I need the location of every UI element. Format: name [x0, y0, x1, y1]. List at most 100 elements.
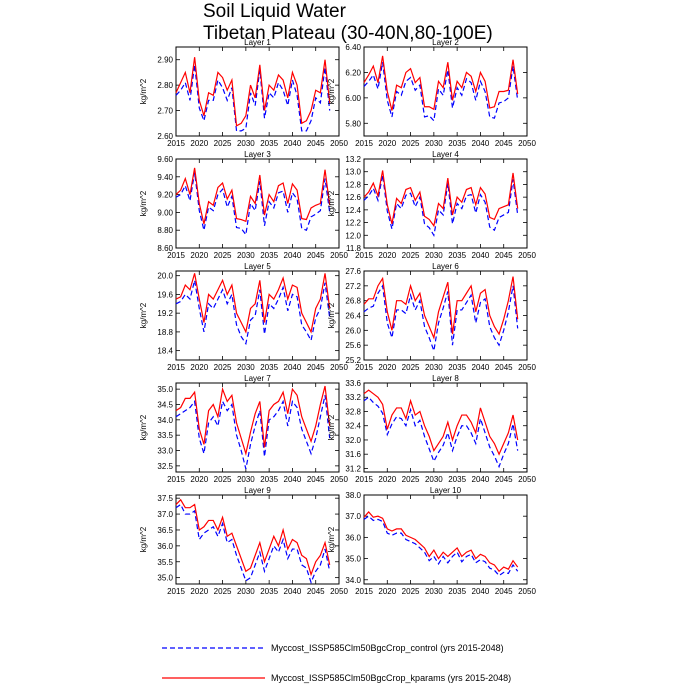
y-tick-label: 9.00 — [157, 208, 173, 217]
x-tick-label: 2025 — [214, 139, 232, 148]
y-tick-label: 31.6 — [345, 450, 361, 459]
y-axis-label: kg/m^2 — [139, 302, 148, 328]
y-tick-label: 6.40 — [345, 43, 361, 52]
panel-title: Layer 8 — [432, 374, 459, 383]
x-tick-label: 2025 — [402, 139, 420, 148]
plot-frame — [175, 494, 340, 585]
y-tick-label: 34.0 — [157, 416, 173, 425]
x-tick-label: 2035 — [448, 475, 466, 484]
panel-layer-5: Layer 5 2015 2020 2025 2030 2035 2040 2045 2050 1… — [139, 262, 348, 372]
x-tick-label: 2035 — [260, 475, 278, 484]
x-tick-label: 2020 — [378, 475, 396, 484]
x-tick-label: 2030 — [237, 363, 255, 372]
x-tick-label: 2025 — [214, 587, 232, 596]
y-tick-label: 33.0 — [157, 447, 173, 456]
x-tick-label: 2050 — [518, 363, 536, 372]
x-tick-label: 2035 — [260, 587, 278, 596]
y-tick-label: 12.2 — [345, 219, 361, 228]
y-tick-label: 37.5 — [157, 494, 173, 503]
panel-layer-8: Layer 8 2015 2020 2025 2030 2035 2040 2045 2050 3… — [327, 374, 536, 484]
y-tick-label: 12.8 — [345, 180, 361, 189]
y-tick-label: 27.2 — [345, 282, 361, 291]
x-tick-label: 2040 — [472, 363, 490, 372]
x-tick-label: 2025 — [214, 363, 232, 372]
series-line-kparams — [363, 389, 519, 456]
y-tick-label: 8.60 — [157, 244, 173, 253]
y-tick-label: 2.60 — [157, 132, 173, 141]
series-line-control — [363, 62, 519, 123]
y-tick-label: 6.00 — [345, 94, 361, 103]
y-tick-label: 12.6 — [345, 193, 361, 202]
series-line-kparams — [175, 167, 331, 225]
y-tick-label: 36.0 — [345, 533, 361, 542]
x-tick-label: 2030 — [237, 139, 255, 148]
x-tick-label: 2045 — [307, 363, 325, 372]
series-line-control — [175, 172, 331, 237]
x-tick-label: 2040 — [472, 251, 490, 260]
x-tick-label: 2040 — [472, 139, 490, 148]
x-tick-label: 2020 — [378, 139, 396, 148]
panel-title: Layer 4 — [432, 150, 459, 159]
x-tick-label: 2015 — [355, 251, 373, 260]
y-tick-label: 9.40 — [157, 173, 173, 182]
legend-kparams-label: Myccost_ISSP585Clm50BgcCrop_kparams (yrs… — [271, 673, 511, 683]
y-tick-label: 35.0 — [157, 385, 173, 394]
panel-layer-9: Layer 9 2015 2020 2025 2030 2035 2040 2045 2050 3… — [139, 486, 348, 596]
x-tick-label: 2040 — [284, 139, 302, 148]
x-tick-label: 2040 — [284, 475, 302, 484]
x-tick-label: 2015 — [167, 363, 185, 372]
panel-layer-3: Layer 3 2015 2020 2025 2030 2035 2040 2045 2050 8… — [139, 150, 348, 260]
y-tick-label: 2.80 — [157, 81, 173, 90]
x-tick-label: 2025 — [402, 587, 420, 596]
y-tick-label: 32.8 — [345, 407, 361, 416]
x-tick-label: 2050 — [330, 363, 348, 372]
x-tick-label: 2045 — [495, 251, 513, 260]
y-tick-label: 25.2 — [345, 356, 361, 365]
x-tick-label: 2030 — [425, 587, 443, 596]
y-tick-label: 33.5 — [157, 431, 173, 440]
y-tick-label: 26.4 — [345, 312, 361, 321]
series-line-kparams — [175, 498, 331, 577]
plot-frame — [175, 46, 340, 137]
x-tick-label: 2035 — [448, 363, 466, 372]
x-tick-label: 2025 — [214, 251, 232, 260]
panel-title: Layer 1 — [244, 38, 271, 47]
plot-frame — [363, 382, 528, 473]
series-line-control — [363, 174, 519, 237]
x-tick-label: 2035 — [448, 587, 466, 596]
series-line-kparams — [363, 170, 519, 228]
series-line-kparams — [175, 385, 331, 456]
panel-layer-2: Layer 2 2015 2020 2025 2030 2035 2040 2045 2050 5… — [327, 38, 536, 148]
y-tick-label: 11.8 — [346, 244, 362, 253]
x-tick-label: 2050 — [518, 139, 536, 148]
y-tick-label: 19.6 — [157, 290, 173, 299]
y-tick-label: 38.0 — [345, 491, 361, 500]
y-axis-label: kg/m^2 — [327, 78, 336, 104]
panel-layer-7: Layer 7 2015 2020 2025 2030 2035 2040 2045 2050 3… — [139, 374, 348, 484]
y-axis-label: kg/m^2 — [327, 190, 336, 216]
x-tick-label: 2030 — [237, 475, 255, 484]
y-tick-label: 35.0 — [345, 555, 361, 564]
y-tick-label: 8.80 — [157, 226, 173, 235]
y-tick-label: 33.2 — [345, 393, 361, 402]
x-tick-label: 2045 — [307, 475, 325, 484]
x-tick-label: 2040 — [472, 587, 490, 596]
x-tick-label: 2045 — [307, 587, 325, 596]
y-tick-label: 34.0 — [345, 576, 361, 585]
x-tick-label: 2015 — [167, 587, 185, 596]
x-tick-label: 2025 — [402, 251, 420, 260]
plot-frame — [175, 158, 340, 249]
x-tick-label: 2020 — [190, 475, 208, 484]
y-tick-label: 25.6 — [345, 341, 361, 350]
y-tick-label: 9.20 — [157, 191, 173, 200]
plot-frame — [175, 382, 340, 473]
y-tick-label: 26.0 — [345, 326, 361, 335]
panel-title: Layer 2 — [432, 38, 459, 47]
y-tick-label: 37.0 — [345, 512, 361, 521]
y-tick-label: 35.0 — [157, 574, 173, 583]
y-tick-label: 13.0 — [345, 168, 361, 177]
y-tick-label: 34.5 — [157, 400, 173, 409]
